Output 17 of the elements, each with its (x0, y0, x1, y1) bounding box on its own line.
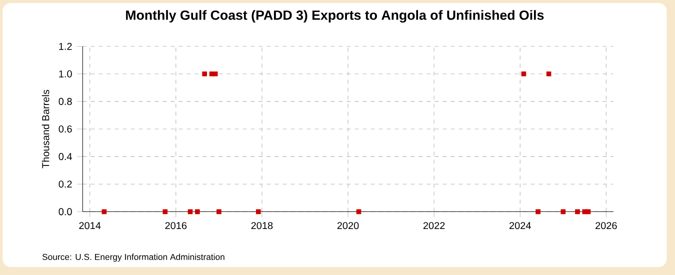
x-tick-label: 2016 (165, 222, 187, 230)
y-axis-title: Thousand Barrels (42, 90, 50, 168)
x-tick-label: 2014 (79, 222, 101, 230)
x-tick-label: 2018 (251, 222, 273, 230)
x-tick-label: 2026 (596, 222, 617, 230)
y-tick-label: 1.0 (59, 70, 72, 78)
y-tick-label: 1.2 (59, 42, 72, 50)
y-tick-label: 0.2 (58, 180, 72, 188)
chart-title: Monthly Gulf Coast (PADD 3) Exports to Angola of Unfinished Oils (126, 10, 544, 23)
source-note: Source: U.S. Energy Information Administration (42, 254, 224, 262)
y-tick-label: 0.6 (58, 125, 72, 133)
y-tick-label: 0.4 (58, 153, 72, 160)
y-tick-label: 0.8 (58, 98, 72, 105)
x-tick-label: 2024 (509, 222, 531, 230)
x-tick-label: 2022 (423, 222, 445, 230)
x-tick-label: 2020 (337, 222, 359, 230)
y-tick-label: 0.0 (58, 208, 72, 216)
